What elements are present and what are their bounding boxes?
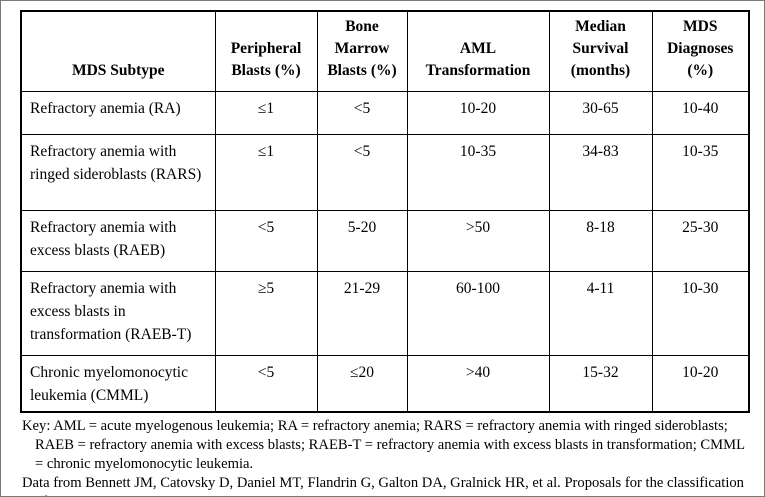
mds-diagnoses-cell: 10-30 — [651, 271, 750, 356]
aml-transformation-cell: 60-100 — [406, 271, 550, 356]
table-row-cmml: Chronic myelomonocytic leukemia (CMML) <… — [20, 355, 750, 413]
subtype-cell: Refractory anemia with ringed sideroblas… — [20, 134, 216, 211]
median-survival-cell: 8-18 — [548, 210, 653, 272]
subtype-cell: Refractory anemia with excess blasts in … — [20, 271, 216, 356]
aml-transformation-cell: 10-20 — [406, 91, 550, 135]
median-survival-cell: 34-83 — [548, 134, 653, 211]
aml-transformation-cell: >40 — [406, 355, 550, 413]
bone-marrow-blasts-cell: 5-20 — [316, 210, 408, 272]
peripheral-blasts-cell: <5 — [214, 355, 318, 413]
median-survival-cell: 30-65 — [548, 91, 653, 135]
table-row-raeb: Refractory anemia with excess blasts (RA… — [20, 210, 750, 272]
table-footnotes: Key: AML = acute myelogenous leukemia; R… — [22, 417, 750, 496]
bone-marrow-blasts-cell: 21-29 — [316, 271, 408, 356]
peripheral-blasts-cell: ≥5 — [214, 271, 318, 356]
subtype-cell: Chronic myelomonocytic leukemia (CMML) — [20, 355, 216, 413]
header-cell-mds-diagnoses: MDS Diagnoses (%) — [651, 10, 750, 92]
table-row-ra: Refractory anemia (RA) ≤1 <5 10-20 30-65… — [20, 91, 750, 135]
header-cell-mds-subtype: MDS Subtype — [20, 10, 216, 92]
bone-marrow-blasts-cell: <5 — [316, 134, 408, 211]
header-cell-peripheral-blasts: Peripheral Blasts (%) — [214, 10, 318, 92]
header-cell-median-survival: Median Survival (months) — [548, 10, 653, 92]
table-row-rars: Refractory anemia with ringed sideroblas… — [20, 134, 750, 211]
mds-subtype-table: MDS Subtype Peripheral Blasts (%) Bone M… — [20, 10, 750, 413]
mds-diagnoses-cell: 25-30 — [651, 210, 750, 272]
aml-transformation-cell: >50 — [406, 210, 550, 272]
median-survival-cell: 15-32 — [548, 355, 653, 413]
peripheral-blasts-cell: ≤1 — [214, 134, 318, 211]
peripheral-blasts-cell: <5 — [214, 210, 318, 272]
table-header-row: MDS Subtype Peripheral Blasts (%) Bone M… — [20, 10, 750, 92]
header-cell-aml-transformation: AML Transformation — [406, 10, 550, 92]
aml-transformation-cell: 10-35 — [406, 134, 550, 211]
key-footnote: Key: AML = acute myelogenous leukemia; R… — [22, 418, 745, 472]
mds-diagnoses-cell: 10-20 — [651, 355, 750, 413]
header-cell-bone-marrow-blasts: Bone Marrow Blasts (%) — [316, 10, 408, 92]
bone-marrow-blasts-cell: ≤20 — [316, 355, 408, 413]
source-footnote: Data from Bennett JM, Catovsky D, Daniel… — [22, 475, 744, 496]
table-row-raeb-t: Refractory anemia with excess blasts in … — [20, 271, 750, 356]
subtype-cell: Refractory anemia (RA) — [20, 91, 216, 135]
bone-marrow-blasts-cell: <5 — [316, 91, 408, 135]
mds-diagnoses-cell: 10-40 — [651, 91, 750, 135]
mds-diagnoses-cell: 10-35 — [651, 134, 750, 211]
peripheral-blasts-cell: ≤1 — [214, 91, 318, 135]
subtype-cell: Refractory anemia with excess blasts (RA… — [20, 210, 216, 272]
median-survival-cell: 4-11 — [548, 271, 653, 356]
